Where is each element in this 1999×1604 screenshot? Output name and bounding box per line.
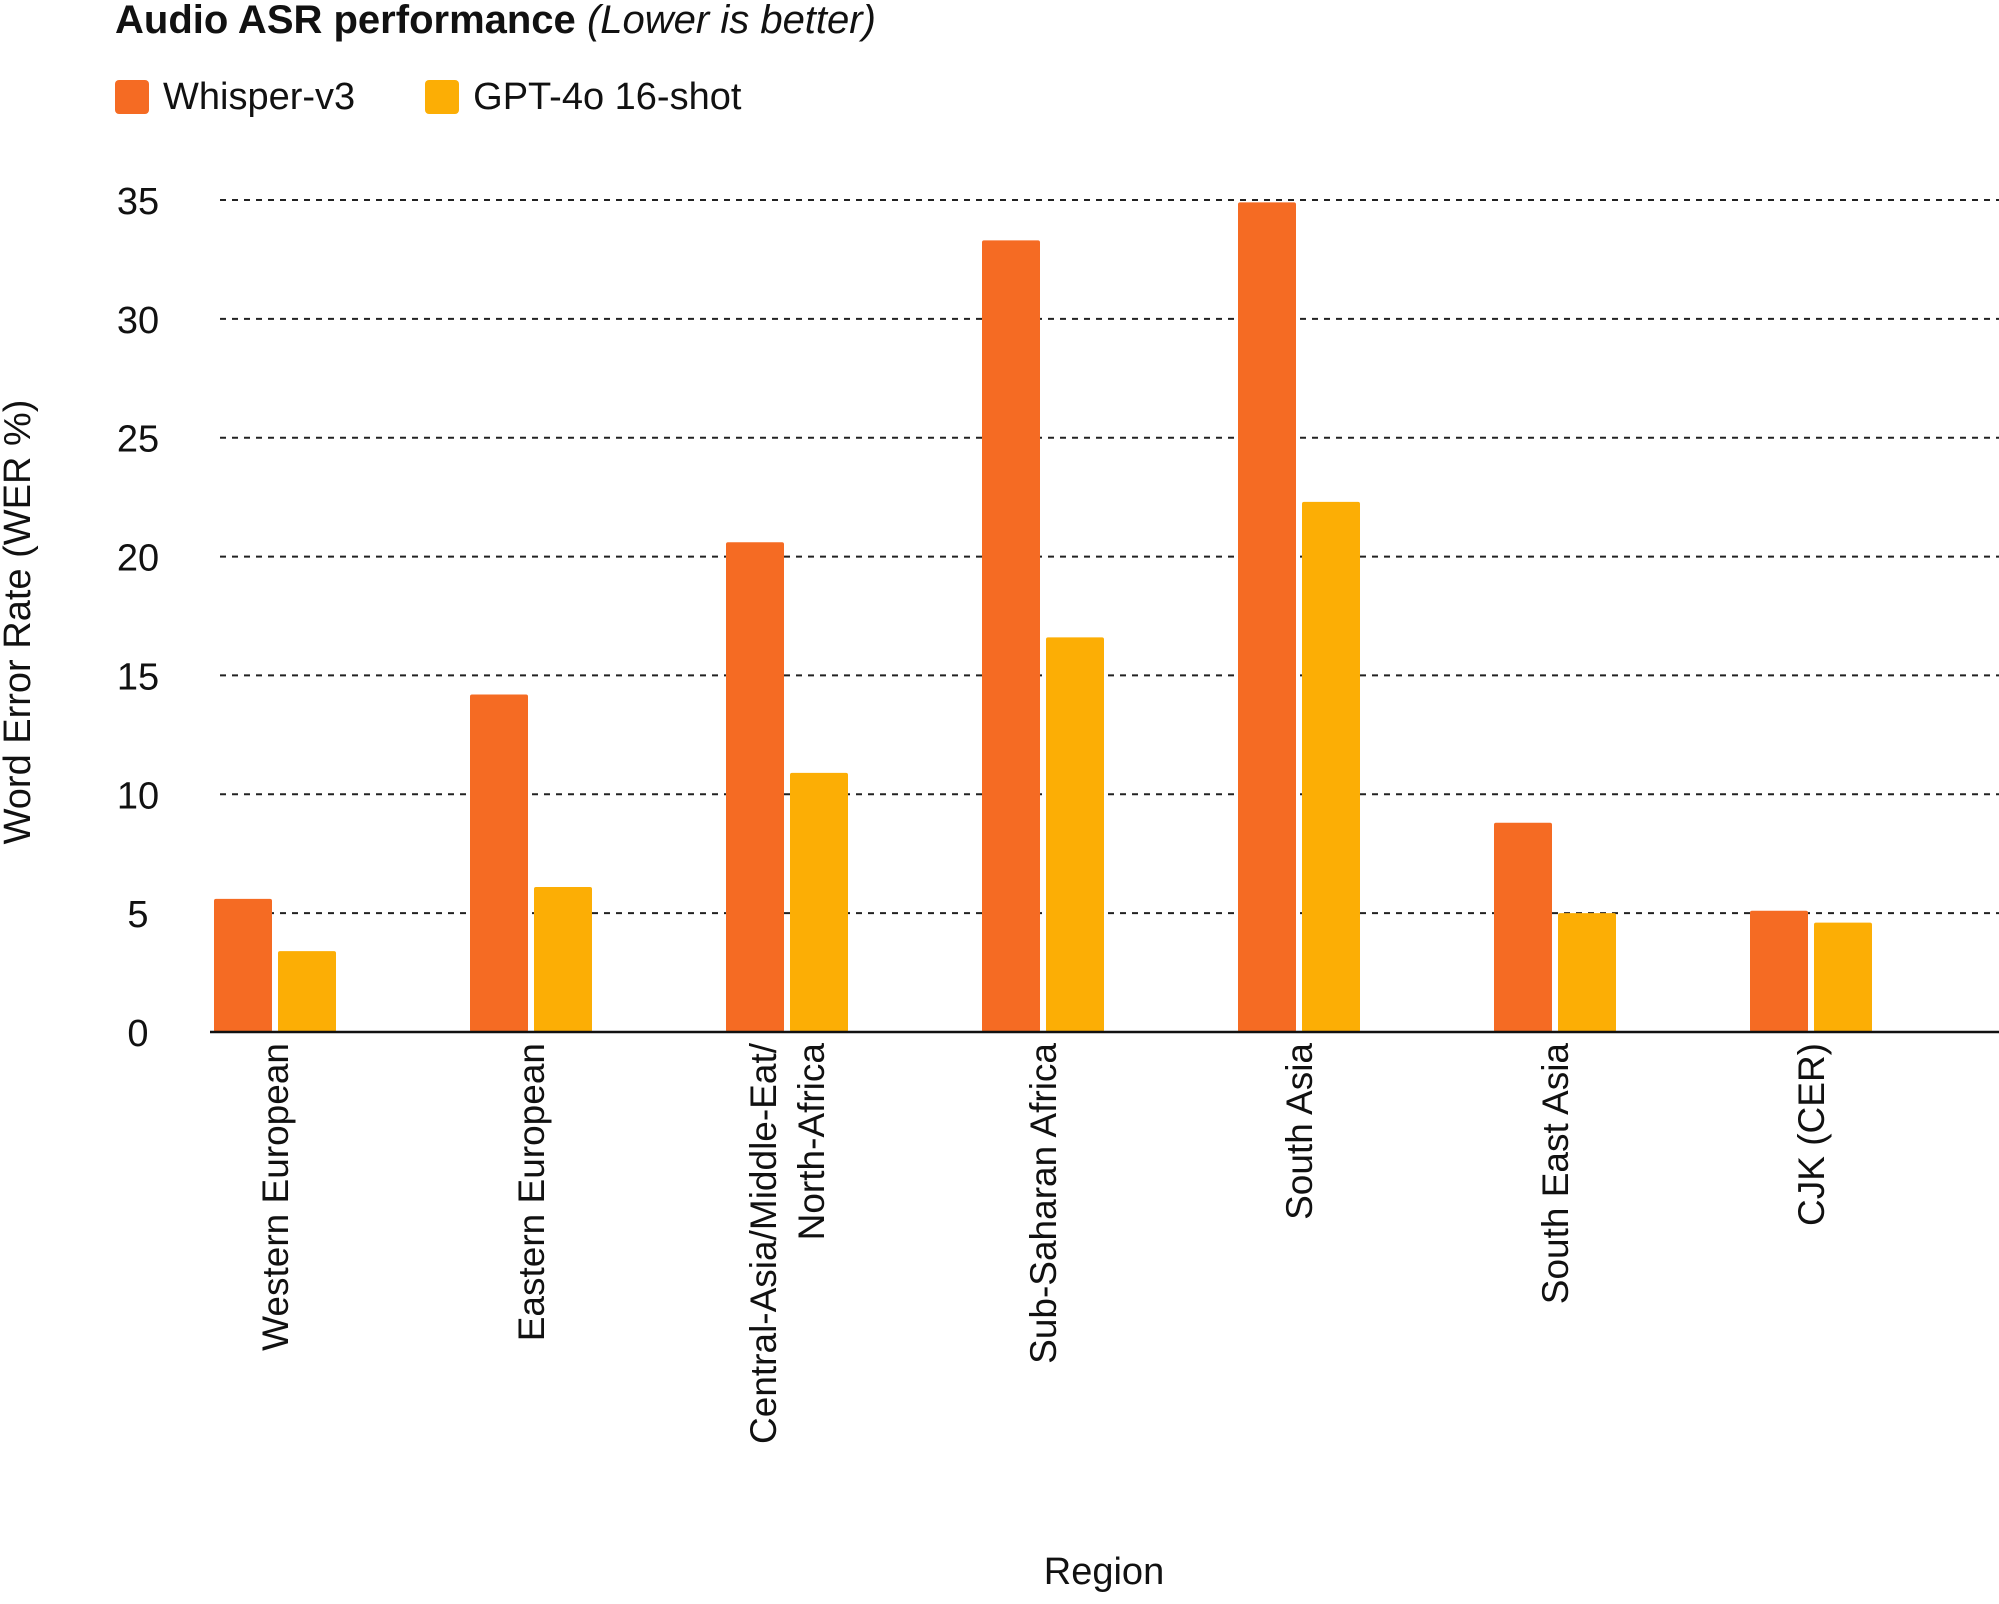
y-tick-label: 5 [127, 894, 148, 936]
legend-item-gpt4o: GPT-4o 16-shot [425, 73, 741, 121]
y-tick-label: 30 [117, 300, 159, 342]
x-category-label: South East Asia [1535, 1043, 1576, 1305]
y-tick-label: 10 [117, 775, 159, 817]
legend-label-gpt4o: GPT-4o 16-shot [473, 76, 742, 118]
chart-title-note: (Lower is better) [586, 0, 876, 42]
bar [1302, 501, 1360, 1032]
y-tick-label: 25 [117, 419, 159, 461]
bar [278, 951, 336, 1032]
legend: Whisper-v3 GPT-4o 16-shot [115, 73, 811, 121]
bar [1558, 913, 1616, 1032]
x-category-label: Western European [255, 1043, 296, 1351]
bar [726, 542, 784, 1032]
legend-item-whisper: Whisper-v3 [115, 73, 355, 121]
chart-title-main: Audio ASR performance [115, 0, 576, 42]
bar [982, 240, 1040, 1032]
bar [214, 898, 272, 1032]
x-category-label: Sub-Saharan Africa [1023, 1043, 1064, 1364]
bar [1750, 910, 1808, 1032]
x-category-label: CJK (CER) [1791, 1043, 1832, 1226]
y-tick-label: 15 [117, 656, 159, 698]
x-category-label: Eastern European [511, 1043, 552, 1341]
bar [1494, 822, 1552, 1032]
x-axis-title: Region [1044, 1551, 1164, 1593]
legend-label-whisper: Whisper-v3 [163, 76, 356, 118]
legend-swatch-gpt4o [425, 80, 460, 114]
chart-title: Audio ASR performance (Lower is better) [115, 0, 876, 44]
legend-swatch-whisper [115, 80, 149, 114]
bar [534, 886, 592, 1032]
y-tick-label: 20 [117, 538, 159, 580]
bar [1814, 922, 1872, 1032]
y-axis-title: Word Error Rate (WER %) [0, 400, 39, 845]
bar [790, 772, 848, 1032]
bar [1046, 637, 1104, 1032]
y-tick-label: 35 [117, 181, 159, 223]
bar [470, 694, 528, 1032]
bar [1238, 202, 1296, 1032]
x-category-label: South Asia [1279, 1043, 1320, 1220]
x-category-label: Central-Asia/Middle-Eat/North-Africa [743, 1042, 832, 1444]
y-tick-label: 0 [127, 1013, 148, 1055]
